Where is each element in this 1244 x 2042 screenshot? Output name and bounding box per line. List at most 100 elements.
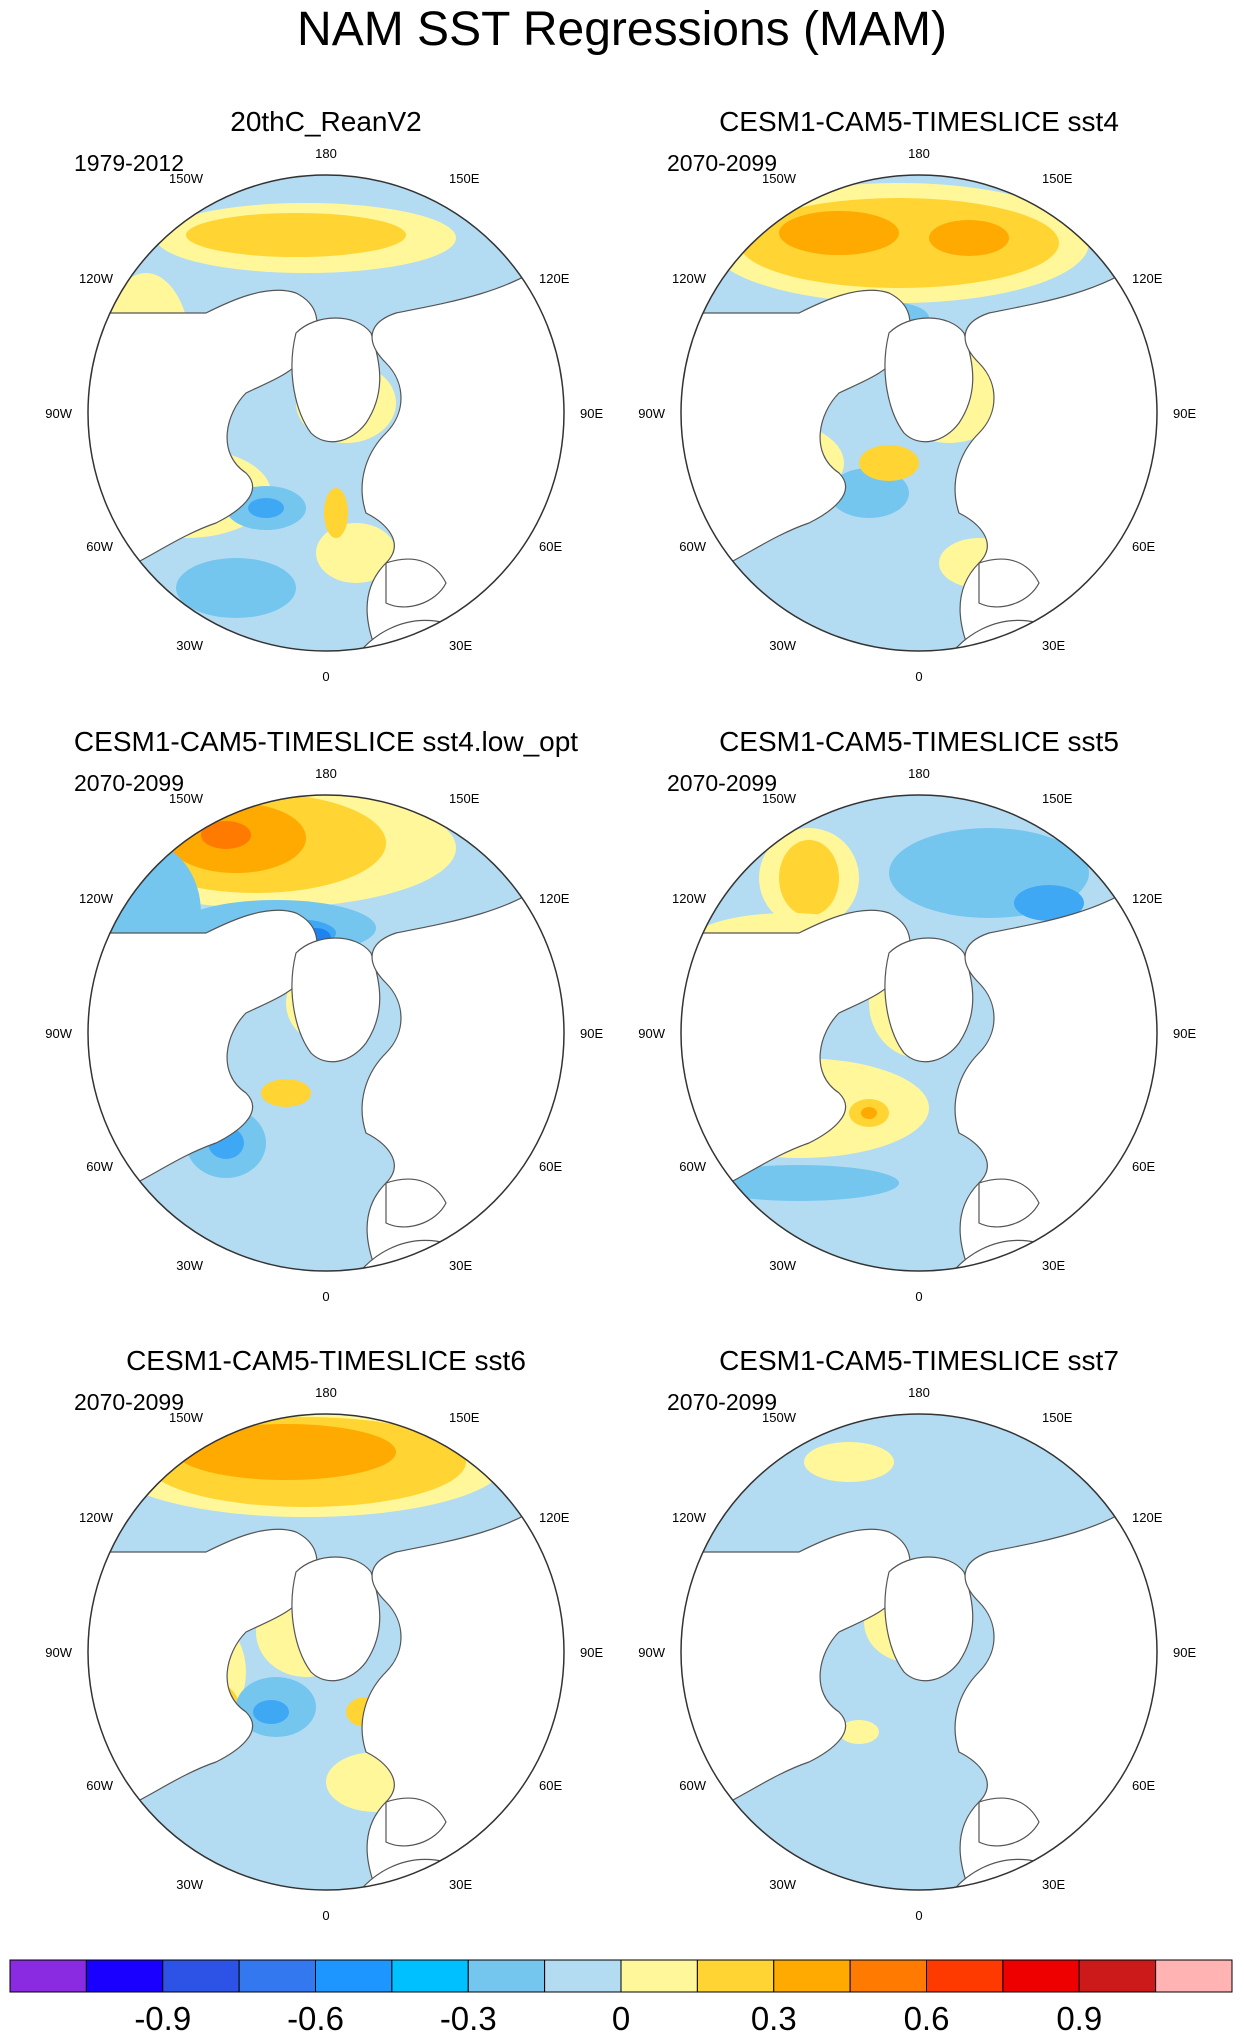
anomaly-contour	[839, 1720, 879, 1744]
colorbar-swatch	[773, 1959, 851, 1993]
colorbar-swatch	[162, 1959, 240, 1993]
colorbar: -0.9 -0.6 -0.3 0 0.3 0.6 0.9	[9, 1959, 1233, 2037]
longitude-label: 30W	[769, 1258, 796, 1273]
map-field	[681, 175, 1157, 651]
map-field	[88, 1414, 564, 1890]
anomaly-contour	[779, 211, 899, 255]
longitude-label: 30E	[1042, 1258, 1065, 1273]
longitude-label: 60E	[1132, 1159, 1155, 1174]
map-rim	[680, 174, 1158, 652]
longitude-label: 90E	[1173, 1645, 1196, 1660]
panel-title: CESM1-CAM5-TIMESLICE sst5	[719, 726, 1119, 757]
land-america	[88, 289, 318, 564]
longitude-label: 150W	[762, 791, 797, 806]
anomaly-contour	[248, 498, 284, 518]
land-eurasia	[361, 252, 564, 651]
anomaly-contour	[186, 213, 406, 257]
land-europe	[978, 558, 1040, 608]
longitude-label: 30E	[449, 1877, 472, 1892]
longitude-label: 150E	[449, 791, 480, 806]
colorbar-swatch	[315, 1959, 393, 1993]
longitude-label: 150W	[169, 1410, 204, 1425]
colorbar-swatch	[696, 1959, 775, 1993]
longitude-label: 60W	[679, 1778, 706, 1793]
longitude-label: 60W	[86, 1159, 113, 1174]
map-field	[681, 1414, 1157, 1890]
colorbar-label: 0.6	[904, 2000, 950, 2037]
colorbar-swatch	[9, 1959, 87, 1993]
land-greenland	[884, 1556, 974, 1682]
longitude-label: 120E	[539, 271, 570, 286]
longitude-label: 60W	[86, 539, 113, 554]
anomaly-contour	[861, 1107, 877, 1119]
longitude-label: 180	[908, 766, 930, 781]
map-field	[88, 795, 564, 1271]
longitude-label: 120E	[539, 891, 570, 906]
longitude-label: 120E	[1132, 891, 1163, 906]
anomaly-contour	[261, 1079, 311, 1107]
land-america	[681, 289, 911, 564]
anomaly-contour	[929, 220, 1009, 256]
land-america	[681, 909, 911, 1184]
longitude-label: 0	[322, 1908, 329, 1923]
land-greenland	[291, 937, 381, 1063]
map-panel: CESM1-CAM5-TIMESLICE sst4.low_opt 2070-20…	[45, 726, 603, 1304]
land-eurasia	[361, 1491, 564, 1890]
longitude-label: 150E	[449, 1410, 480, 1425]
longitude-label: 180	[908, 146, 930, 161]
colorbar-swatch	[467, 1959, 546, 1993]
longitude-label: 30W	[176, 638, 203, 653]
longitude-label: 180	[908, 1385, 930, 1400]
map-panel: CESM1-CAM5-TIMESLICE sst6 2070-2099 180 0 15…	[45, 1345, 603, 1923]
longitude-label: 0	[915, 1289, 922, 1304]
longitude-label: 180	[315, 1385, 337, 1400]
longitude-label: 90E	[1173, 1026, 1196, 1041]
longitude-label: 180	[315, 766, 337, 781]
longitude-label: 120E	[539, 1510, 570, 1525]
longitude-label: 120W	[672, 1510, 707, 1525]
colorbar-swatch	[620, 1959, 698, 1993]
colorbar-swatch	[1002, 1959, 1080, 1993]
colorbar-swatch	[544, 1959, 622, 1993]
panel-title: CESM1-CAM5-TIMESLICE sst6	[126, 1345, 526, 1376]
longitude-label: 60W	[86, 1778, 113, 1793]
longitude-label: 90W	[45, 1645, 72, 1660]
longitude-label: 30W	[769, 1877, 796, 1892]
colorbar-label: -0.3	[440, 2000, 497, 2037]
land-america	[681, 1528, 911, 1803]
map-field	[681, 795, 1157, 1271]
land-europe	[385, 1797, 447, 1847]
longitude-label: 90W	[638, 406, 665, 421]
map-panel: CESM1-CAM5-TIMESLICE sst4 2070-2099 180 0 15…	[638, 106, 1196, 684]
map-panel: CESM1-CAM5-TIMESLICE sst7 2070-2099 180 0 15…	[638, 1345, 1196, 1923]
land-eurasia	[954, 252, 1157, 651]
colorbar-swatch	[926, 1959, 1004, 1993]
land-europe	[978, 1178, 1040, 1228]
anomaly-contour	[253, 1700, 289, 1724]
longitude-label: 90W	[638, 1026, 665, 1041]
colorbar-label: -0.9	[134, 2000, 191, 2037]
land-greenland	[884, 937, 974, 1063]
anomaly-contour	[699, 1165, 899, 1201]
longitude-label: 60E	[539, 1159, 562, 1174]
panel-period: 2070-2099	[74, 770, 184, 796]
longitude-label: 60W	[679, 1159, 706, 1174]
colorbar-label: 0.3	[751, 2000, 797, 2037]
map-field	[88, 175, 564, 651]
panel-title: CESM1-CAM5-TIMESLICE sst4	[719, 106, 1119, 137]
longitude-label: 30W	[176, 1877, 203, 1892]
longitude-label: 150E	[1042, 1410, 1073, 1425]
longitude-label: 90E	[580, 1645, 603, 1660]
land-europe	[385, 1178, 447, 1228]
longitude-label: 150W	[762, 1410, 797, 1425]
longitude-label: 60E	[539, 1778, 562, 1793]
longitude-label: 120W	[79, 1510, 114, 1525]
panel-title: CESM1-CAM5-TIMESLICE sst4.low_opt	[74, 726, 578, 757]
land-greenland	[291, 1556, 381, 1682]
longitude-label: 150W	[762, 171, 797, 186]
map-rim	[680, 794, 1158, 1272]
longitude-label: 120W	[79, 891, 114, 906]
longitude-label: 0	[915, 1908, 922, 1923]
map-rim	[680, 1413, 1158, 1891]
